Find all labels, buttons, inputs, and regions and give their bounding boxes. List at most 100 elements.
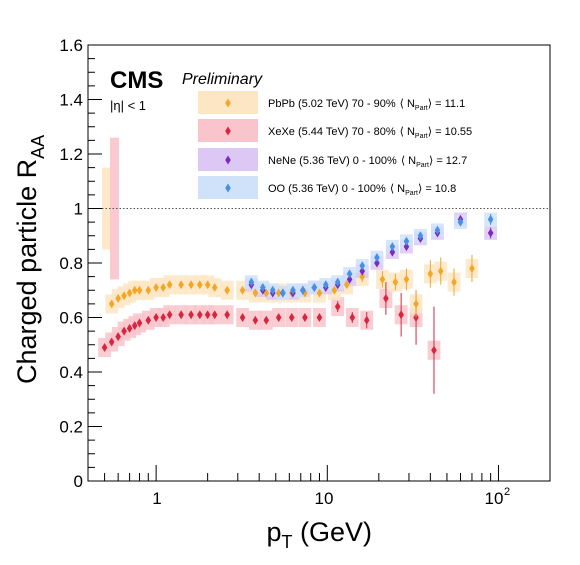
marker-nene-10 <box>359 266 366 276</box>
y-axis-title: Charged particle RAA <box>12 135 48 384</box>
marker-xexe-21 <box>288 313 295 322</box>
marker-pbpb-32 <box>451 277 457 287</box>
marker-pbpb-14 <box>211 283 218 293</box>
marker-xexe-16 <box>224 310 230 320</box>
experiment-label: CMS <box>110 67 163 94</box>
marker-xexe-20 <box>275 313 282 322</box>
legend-entry-nene: NeNe (5.36 TeV) 0 - 100% ⟨ NPart⟩ = 12.7 <box>268 155 467 169</box>
marker-xexe-28 <box>398 310 404 320</box>
marker-pbpb-18 <box>263 288 270 298</box>
marker-oo-6 <box>311 283 318 293</box>
legend-label-oo: OO (5.36 TeV) 0 - 100% <box>268 183 386 195</box>
marker-xexe-13 <box>197 310 203 320</box>
marker-nene-12 <box>389 247 396 257</box>
marker-xexe-18 <box>252 315 259 325</box>
marker-xexe-3 <box>121 326 127 336</box>
marker-pbpb-13 <box>204 280 211 290</box>
legend-label-xexe: XeXe (5.44 TeV) 70 - 80% <box>268 126 396 138</box>
marker-pbpb-31 <box>437 266 444 276</box>
marker-pbpb-25 <box>359 272 366 282</box>
marker-oo-9 <box>346 269 353 279</box>
x-axis-title: pT (GeV) <box>266 517 372 552</box>
x-tick-label-100-base: 10 <box>485 489 504 508</box>
marker-pbpb-2 <box>121 291 127 301</box>
marker-oo-2 <box>269 285 276 295</box>
marker-oo-14 <box>417 231 424 241</box>
marker-xexe-24 <box>334 302 341 312</box>
marker-pbpb-27 <box>392 277 399 287</box>
marker-xexe-22 <box>302 313 308 322</box>
marker-pbpb-1 <box>115 293 121 303</box>
y-tick-label: 0.6 <box>59 309 83 328</box>
marker-pbpb-0 <box>108 299 115 309</box>
marker-oo-10 <box>359 261 366 271</box>
legend-npart-value-xexe: = 10.55 <box>435 126 472 138</box>
y-axis-title-main: Charged particle R <box>12 159 42 384</box>
marker-xexe-14 <box>204 310 211 320</box>
marker-oo-5 <box>300 285 306 295</box>
marker-oo-0 <box>248 277 255 287</box>
y-tick-label: 1.6 <box>59 36 83 55</box>
legend-npart-value-nene: = 12.7 <box>436 155 467 167</box>
y-axis-title-subscript: AA <box>28 135 48 159</box>
legend-marker-nene <box>225 155 231 165</box>
legend-marker-oo <box>225 183 231 193</box>
legend-npart-subscript: Part <box>416 162 429 169</box>
y-tick-label: 0.4 <box>59 363 83 382</box>
marker-nene-13 <box>403 242 410 252</box>
marker-xexe-7 <box>145 315 152 325</box>
marker-xexe-23 <box>316 313 323 322</box>
marker-oo-7 <box>322 280 329 290</box>
legend-entry-oo: OO (5.36 TeV) 0 - 100% ⟨ NPart⟩ = 10.8 <box>268 183 456 197</box>
marker-xexe-8 <box>153 313 159 322</box>
marker-pbpb-12 <box>197 280 203 290</box>
marker-pbpb-28 <box>403 274 410 284</box>
marker-pbpb-29 <box>413 299 419 309</box>
marker-xexe-30 <box>431 345 437 355</box>
marker-xexe-5 <box>131 321 138 331</box>
marker-oo-16 <box>457 217 464 227</box>
marker-pbpb-26 <box>379 274 386 284</box>
y-tick-label: 1 <box>74 200 83 219</box>
marker-nene-9 <box>346 274 353 284</box>
marker-pbpb-11 <box>188 280 194 290</box>
legend-npart-value-pbpb: = 11.1 <box>435 98 465 110</box>
y-axis-ticks <box>88 44 102 482</box>
x-tick-label-1: 1 <box>152 489 161 508</box>
legend-marker-xexe <box>225 126 231 136</box>
marker-pbpb-15 <box>224 285 230 295</box>
marker-pbpb-22 <box>316 288 323 298</box>
marker-pbpb-3 <box>126 288 133 298</box>
x-tick-label-100-exponent: 2 <box>504 486 510 498</box>
marker-pbpb-24 <box>343 280 350 290</box>
x-axis-title-unit: (GeV) <box>292 517 372 547</box>
marker-pbpb-8 <box>160 283 167 293</box>
marker-oo-1 <box>260 283 266 293</box>
y-tick-label: 0.2 <box>59 418 83 437</box>
legend-npart-close: ⟩ <box>428 126 435 138</box>
marker-xexe-1 <box>108 337 115 347</box>
marker-pbpb-5 <box>136 285 143 295</box>
legend-label-nene: NeNe (5.36 TeV) 0 - 100% <box>268 155 397 167</box>
marker-xexe-4 <box>126 323 133 333</box>
x-axis-title-subscript: T <box>281 532 292 552</box>
marker-oo-15 <box>434 225 441 235</box>
legend-label-pbpb: PbPb (5.02 TeV) 70 - 90% <box>268 98 396 110</box>
marker-oo-12 <box>389 242 396 252</box>
normalization-band-xexe <box>110 137 119 280</box>
legend-npart-open: ⟨ N <box>401 155 416 167</box>
marker-xexe-15 <box>211 310 218 320</box>
legend-npart-subscript: Part <box>405 190 418 197</box>
marker-pbpb-4 <box>131 285 138 295</box>
marker-pbpb-7 <box>153 283 159 293</box>
x-tick-label-10: 10 <box>315 489 334 508</box>
x-axis-title-main: p <box>266 517 281 547</box>
marker-xexe-2 <box>115 332 121 342</box>
marker-pbpb-10 <box>178 280 184 290</box>
legend-npart-open: ⟨ N <box>390 183 405 195</box>
marker-pbpb-9 <box>166 280 173 290</box>
marker-xexe-25 <box>349 313 356 322</box>
legend-npart-open: ⟨ N <box>400 126 415 138</box>
legend-npart-open: ⟨ N <box>400 98 415 110</box>
